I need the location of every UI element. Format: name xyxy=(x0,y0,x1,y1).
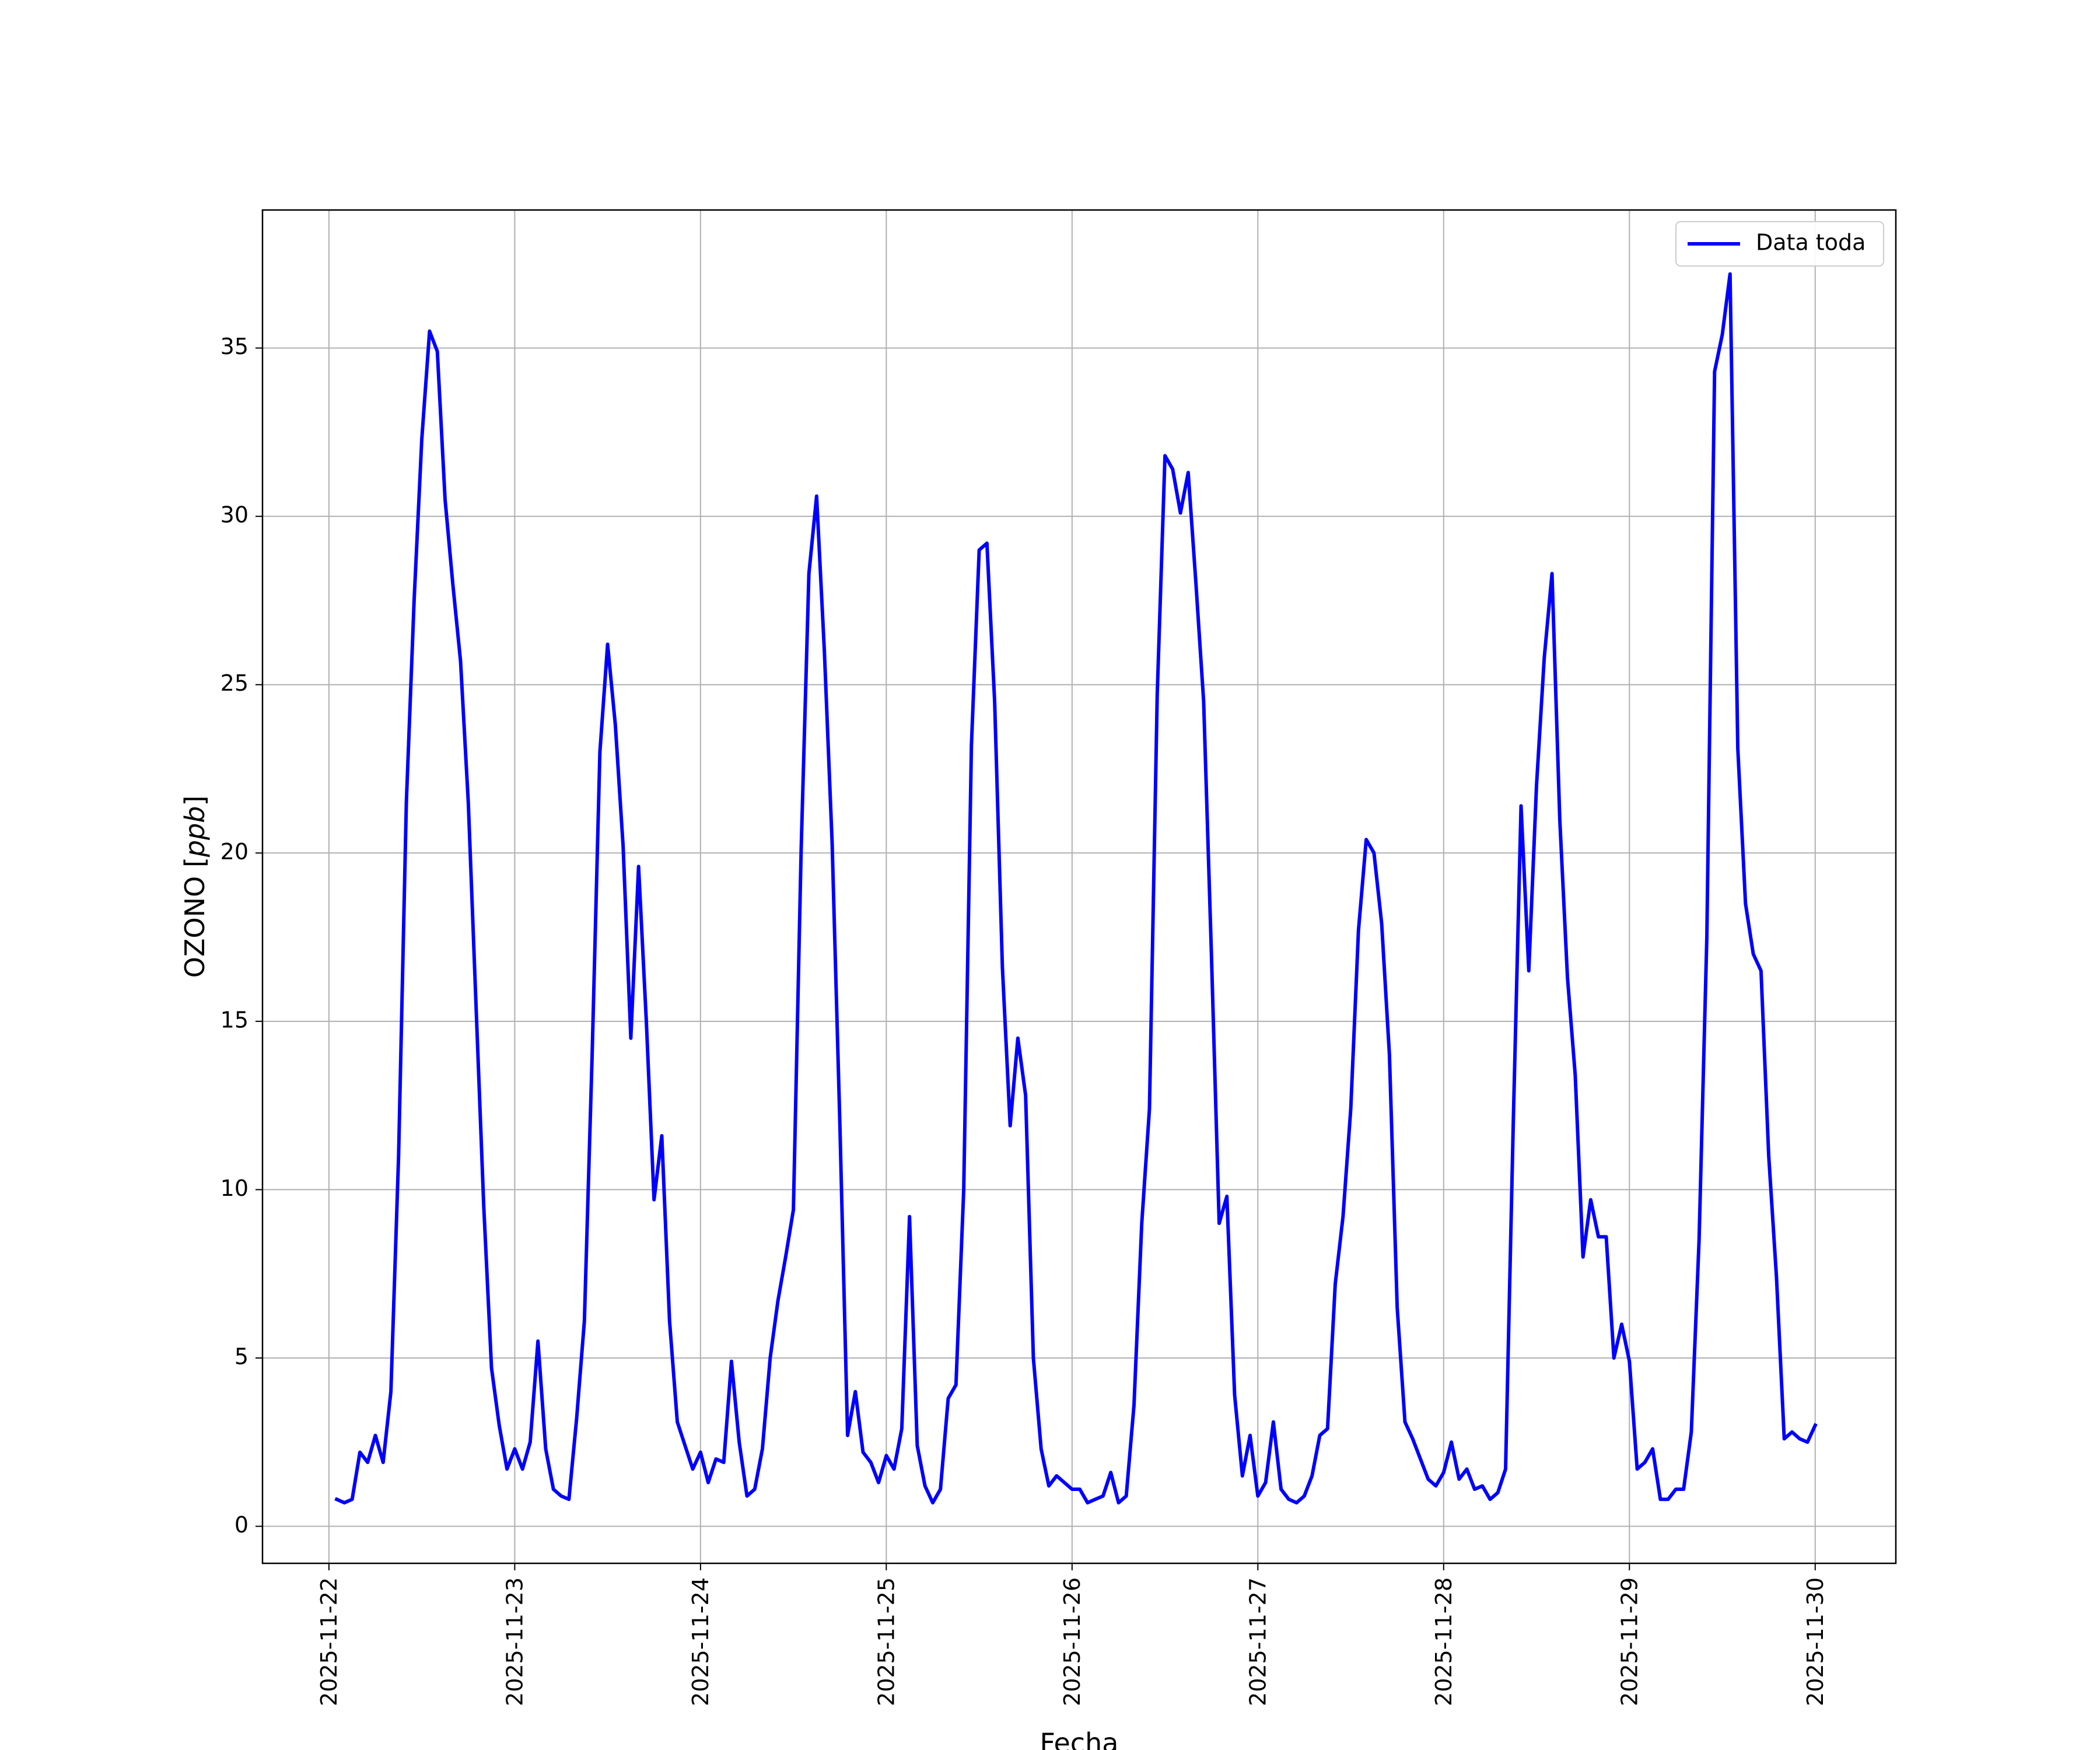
x-tick-label: 2025-11-28 xyxy=(1431,1577,1457,1706)
x-tick-label: 2025-11-30 xyxy=(1803,1577,1828,1706)
y-axis-label-unit: ppb xyxy=(179,806,211,858)
data-series xyxy=(334,272,1818,1505)
y-axis-label-open: [ xyxy=(179,857,211,867)
x-tick-label: 2025-11-23 xyxy=(502,1577,527,1706)
x-tick-label: 2025-11-25 xyxy=(873,1577,899,1706)
x-tick-label: 2025-11-27 xyxy=(1245,1577,1270,1706)
y-axis-label: OZONO [ppb] xyxy=(179,796,211,978)
y-tick-label: 0 xyxy=(235,1512,249,1538)
y-axis-label-close: ] xyxy=(179,796,211,806)
x-tick-label: 2025-11-24 xyxy=(688,1577,713,1706)
x-tick-label: 2025-11-29 xyxy=(1616,1577,1642,1706)
y-tick-label: 15 xyxy=(220,1007,249,1032)
x-tick-label: 2025-11-22 xyxy=(316,1577,342,1706)
grid-lines xyxy=(262,210,1896,1563)
y-axis-ticks: 0 5 10 15 20 25 30 35 xyxy=(220,334,262,1538)
legend: Data toda xyxy=(1675,221,1884,267)
y-axis-label-main: OZONO xyxy=(179,867,211,978)
x-axis-ticks: 2025-11-22 2025-11-23 2025-11-24 2025-11-25… xyxy=(316,1563,1828,1706)
y-tick-label: 10 xyxy=(220,1175,249,1201)
y-tick-label: 20 xyxy=(220,839,249,864)
plot-frame xyxy=(261,209,1897,1564)
legend-label: Data toda xyxy=(1756,230,1866,256)
y-tick-label: 5 xyxy=(235,1343,249,1369)
y-tick-label: 25 xyxy=(220,670,249,696)
series-line-0 xyxy=(334,272,1818,1505)
x-tick-label: 2025-11-26 xyxy=(1059,1577,1085,1706)
y-tick-label: 35 xyxy=(220,334,249,359)
y-tick-label: 30 xyxy=(220,502,249,528)
legend-box xyxy=(1675,221,1884,267)
x-axis-label: Fecha xyxy=(1040,1727,1119,1750)
